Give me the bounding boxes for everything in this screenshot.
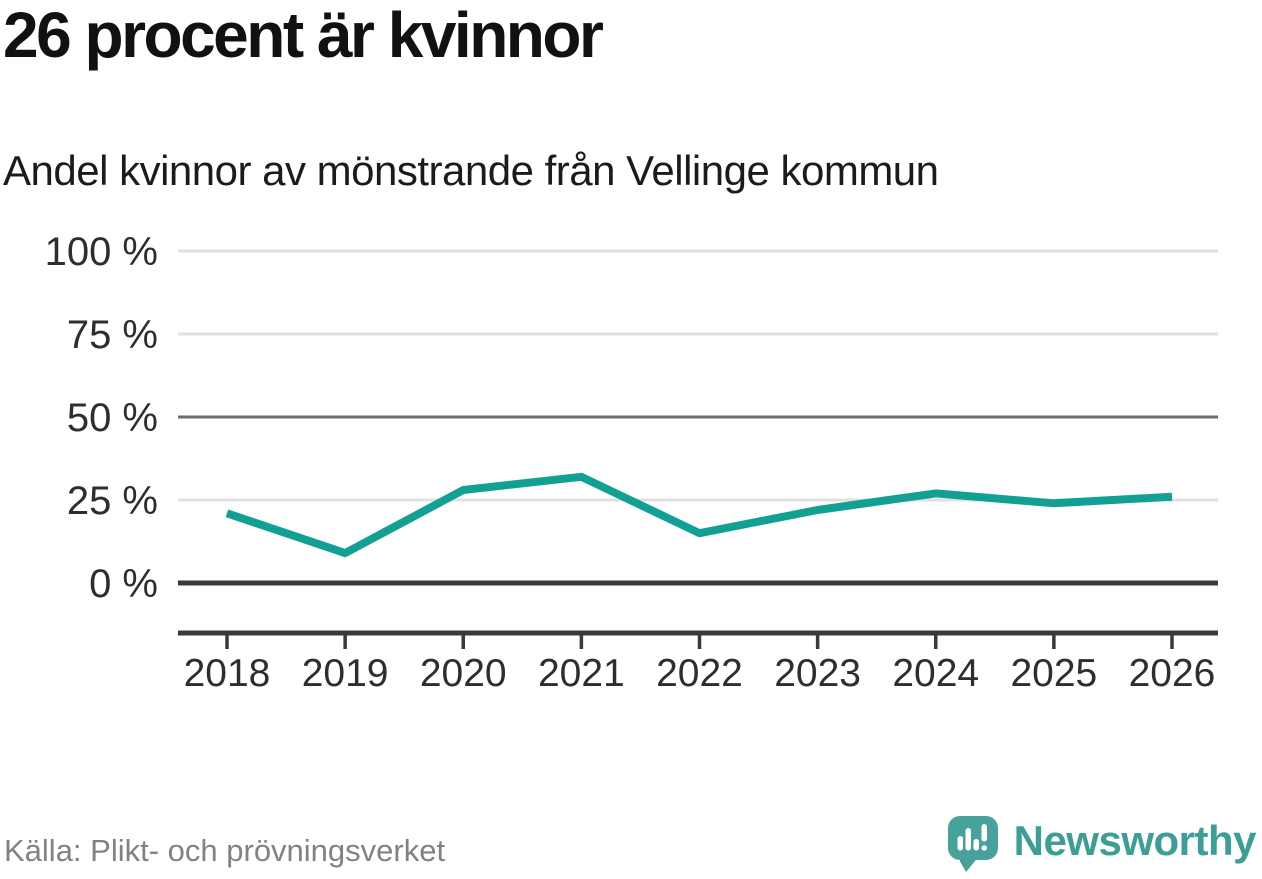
chart-subtitle: Andel kvinnor av mönstrande från Velling… (3, 147, 939, 194)
x-tick-label: 2021 (538, 652, 625, 695)
x-tick-label: 2025 (1010, 652, 1097, 695)
x-tick-label: 2023 (774, 652, 861, 695)
newsworthy-wordmark: Newsworthy (1013, 817, 1257, 864)
y-axis-labels: 0 % 25 % 50 % 75 % 100 % (45, 230, 158, 606)
newsworthy-bubble-icon (947, 816, 998, 872)
line-chart: 0 % 25 % 50 % 75 % 100 % 2018 2019 2020 2021 2022… (45, 230, 1218, 695)
x-tick-label: 2018 (184, 652, 271, 695)
y-tick-label: 50 % (67, 396, 158, 440)
x-axis-labels: 2018 2019 2020 2021 2022 2023 2024 2025 2026 (184, 652, 1216, 695)
y-tick-label: 25 % (67, 479, 158, 523)
y-tick-label: 100 % (45, 230, 158, 274)
x-tick-label: 2020 (420, 652, 507, 695)
chart-headline: 26 procent är kvinnor (3, 0, 604, 71)
x-tick-label: 2026 (1129, 652, 1216, 695)
gridlines (178, 249, 1218, 586)
data-line-andel-kvinnor (225, 472, 1173, 558)
newsworthy-logo: Newsworthy (947, 815, 1257, 873)
x-tick-label: 2019 (302, 652, 389, 695)
source-note: Källa: Plikt- och prövningsverket (4, 833, 446, 868)
y-tick-label: 75 % (67, 313, 158, 357)
x-axis-ticks (225, 633, 1174, 649)
x-tick-label: 2022 (656, 652, 743, 695)
x-tick-label: 2024 (892, 652, 979, 695)
y-tick-label: 0 % (89, 562, 158, 606)
footer: Källa: Plikt- och prövningsverket Newswo… (0, 803, 1262, 879)
